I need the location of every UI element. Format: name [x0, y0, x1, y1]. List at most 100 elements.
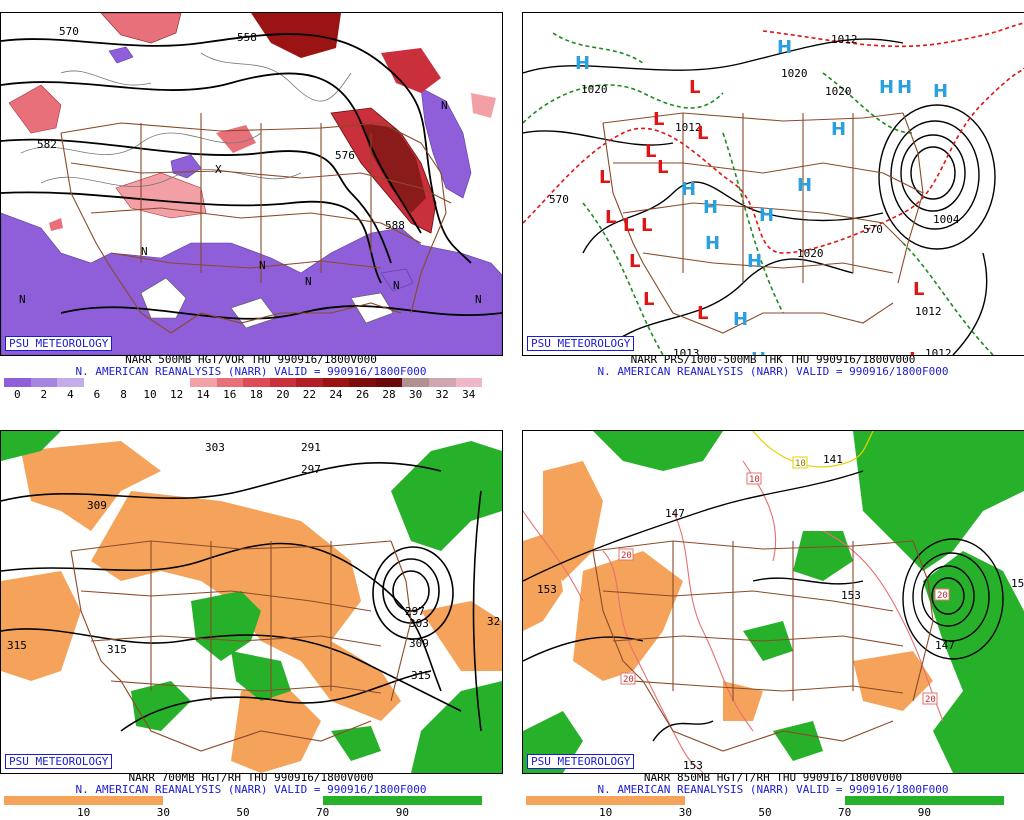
- product-title: NARR 500MB HGT/VOR THU 990916/1800V000: [125, 353, 377, 366]
- credit-badge: PSU METEOROLOGY: [527, 336, 635, 351]
- color-scale-tick: 26: [355, 388, 370, 401]
- color-scale-segment: [402, 796, 483, 805]
- credit-badge: PSU METEOROLOGY: [5, 336, 113, 351]
- map-500mb: 570 558 582 576 588 N N N N N N N X PSU …: [0, 12, 503, 356]
- low-pressure-symbol: L: [909, 349, 920, 355]
- color-scale-segment: [322, 796, 403, 805]
- color-scale-tick: 10: [77, 806, 91, 819]
- political-borders: [592, 540, 934, 752]
- low-pressure-symbol: L: [623, 215, 634, 236]
- color-scale-tick: 16: [223, 388, 237, 401]
- contour-label: 291: [301, 441, 321, 454]
- map-pressure-graphic: 1020 1012 1020 1020 1012 1020 1004 1012 …: [523, 22, 1024, 355]
- temperature-label: 20: [623, 675, 634, 685]
- color-scale-tick: 34: [462, 388, 476, 401]
- isobar-label: 1012: [675, 121, 702, 134]
- high-pressure-symbol: H: [681, 179, 696, 200]
- temperature-label: 20: [621, 551, 632, 561]
- height-contours-850mb: [523, 470, 1004, 742]
- color-scale-segment: [296, 378, 323, 387]
- product-title: NARR 850MB HGT/T/RH THU 990916/1800V000: [643, 771, 903, 784]
- low-pressure-symbol: L: [629, 251, 640, 272]
- isobars: [523, 38, 996, 355]
- color-scale-tick: 70: [316, 806, 330, 819]
- color-scale-segment: [83, 378, 111, 387]
- low-pressure-symbol: L: [645, 141, 656, 162]
- color-scale-tick: 0: [13, 388, 21, 401]
- product-title: NARR 700MB HGT/RH THU 990916/1800V000: [128, 771, 374, 784]
- contour-label: 153: [841, 589, 861, 602]
- height-contours-700mb: [1, 461, 482, 732]
- color-scale-tick: 4: [67, 388, 74, 401]
- contour-label: 147: [665, 507, 685, 520]
- isobar-label: 1004: [933, 213, 960, 226]
- color-scale-segment: [163, 378, 190, 387]
- isobar-label: 1013: [673, 347, 700, 355]
- map-850mb-graphic: 141 147 153 153 147 153 15 10 10 20 20 2…: [523, 431, 1024, 773]
- vorticity-min-label: N: [305, 275, 312, 288]
- color-scale-segment: [4, 796, 84, 805]
- color-scale-segment: [685, 796, 766, 805]
- contour-label: 576: [335, 149, 355, 162]
- high-pressure-symbol: H: [575, 53, 590, 74]
- color-scale-tick: 10: [599, 806, 613, 819]
- color-scale-tick: 30: [156, 806, 170, 819]
- high-pressure-symbol: H: [733, 309, 748, 330]
- color-scale-ticks: 10 30 50 70 90: [526, 807, 1004, 819]
- color-scale-segment: [349, 378, 376, 387]
- color-scale-segment: [4, 378, 31, 387]
- low-pressure-symbol: L: [653, 109, 664, 130]
- contour-label: 303: [409, 617, 429, 630]
- color-scale-segment: [765, 796, 845, 805]
- color-scale-tick: 50: [236, 806, 250, 819]
- contour-label: 141: [823, 453, 843, 466]
- isobar-label: 1020: [797, 247, 824, 260]
- isobar-label: 1012: [831, 33, 858, 46]
- color-scale-segment: [136, 378, 164, 387]
- panel-pressure-thickness: 1020 1012 1020 1020 1012 1020 1004 1012 …: [522, 0, 1024, 402]
- color-scale-ticks: 0 2 4 6 8 10 12 14 16 18 20 22 24 26 28 30 32 34: [4, 389, 482, 401]
- contour-label: 309: [409, 637, 429, 650]
- color-scale-segment: [57, 378, 84, 387]
- color-scale-tick: 20: [276, 388, 290, 401]
- isobar-label: 1020: [825, 85, 852, 98]
- color-scale-tick: 90: [917, 806, 931, 819]
- contour-label: 153: [683, 759, 703, 772]
- low-pressure-symbol: L: [605, 207, 616, 228]
- high-pressure-symbol: H: [831, 119, 846, 140]
- contour-label: 303: [205, 441, 225, 454]
- contour-label: 32: [487, 615, 500, 628]
- vorticity-min-label: N: [475, 293, 482, 306]
- color-scale-segment: [844, 796, 925, 805]
- color-scale-segment: [243, 378, 270, 387]
- isobar-label: 1020: [781, 67, 808, 80]
- color-scale-segment: [605, 796, 686, 805]
- moist-air-shading: [1, 431, 502, 773]
- contour-label: 315: [411, 669, 431, 682]
- thickness-label: 570: [549, 193, 569, 206]
- contour-label: 15: [1011, 577, 1024, 590]
- color-scale-tick: 22: [302, 388, 316, 401]
- low-pressure-symbol: L: [697, 303, 708, 324]
- color-scale-segment: [189, 378, 217, 387]
- color-scale-tick: 70: [838, 806, 852, 819]
- high-pressure-symbol: H: [747, 251, 762, 272]
- temperature-label: 10: [749, 475, 760, 485]
- color-scale-segment: [429, 378, 456, 387]
- high-pressure-symbol: H: [703, 197, 718, 218]
- isobar-label: 1020: [581, 83, 608, 96]
- color-scale-tick: 10: [143, 388, 157, 401]
- isobar-label: 1012: [925, 347, 952, 355]
- contour-label: 315: [7, 639, 27, 652]
- dry-air-shading: [523, 461, 933, 721]
- color-scale-segment: [375, 378, 403, 387]
- color-scale-tick: 50: [758, 806, 772, 819]
- low-pressure-symbol: L: [641, 215, 652, 236]
- credit-badge: PSU METEOROLOGY: [527, 754, 635, 769]
- color-scale-segment: [526, 796, 606, 805]
- low-pressure-symbol: L: [599, 167, 610, 188]
- color-scale-tick: 28: [382, 388, 396, 401]
- color-scale-segment: [455, 378, 483, 387]
- product-valid-line: N. AMERICAN REANALYSIS (NARR) VALID = 99…: [597, 365, 949, 378]
- vorticity-min-label: N: [441, 99, 448, 112]
